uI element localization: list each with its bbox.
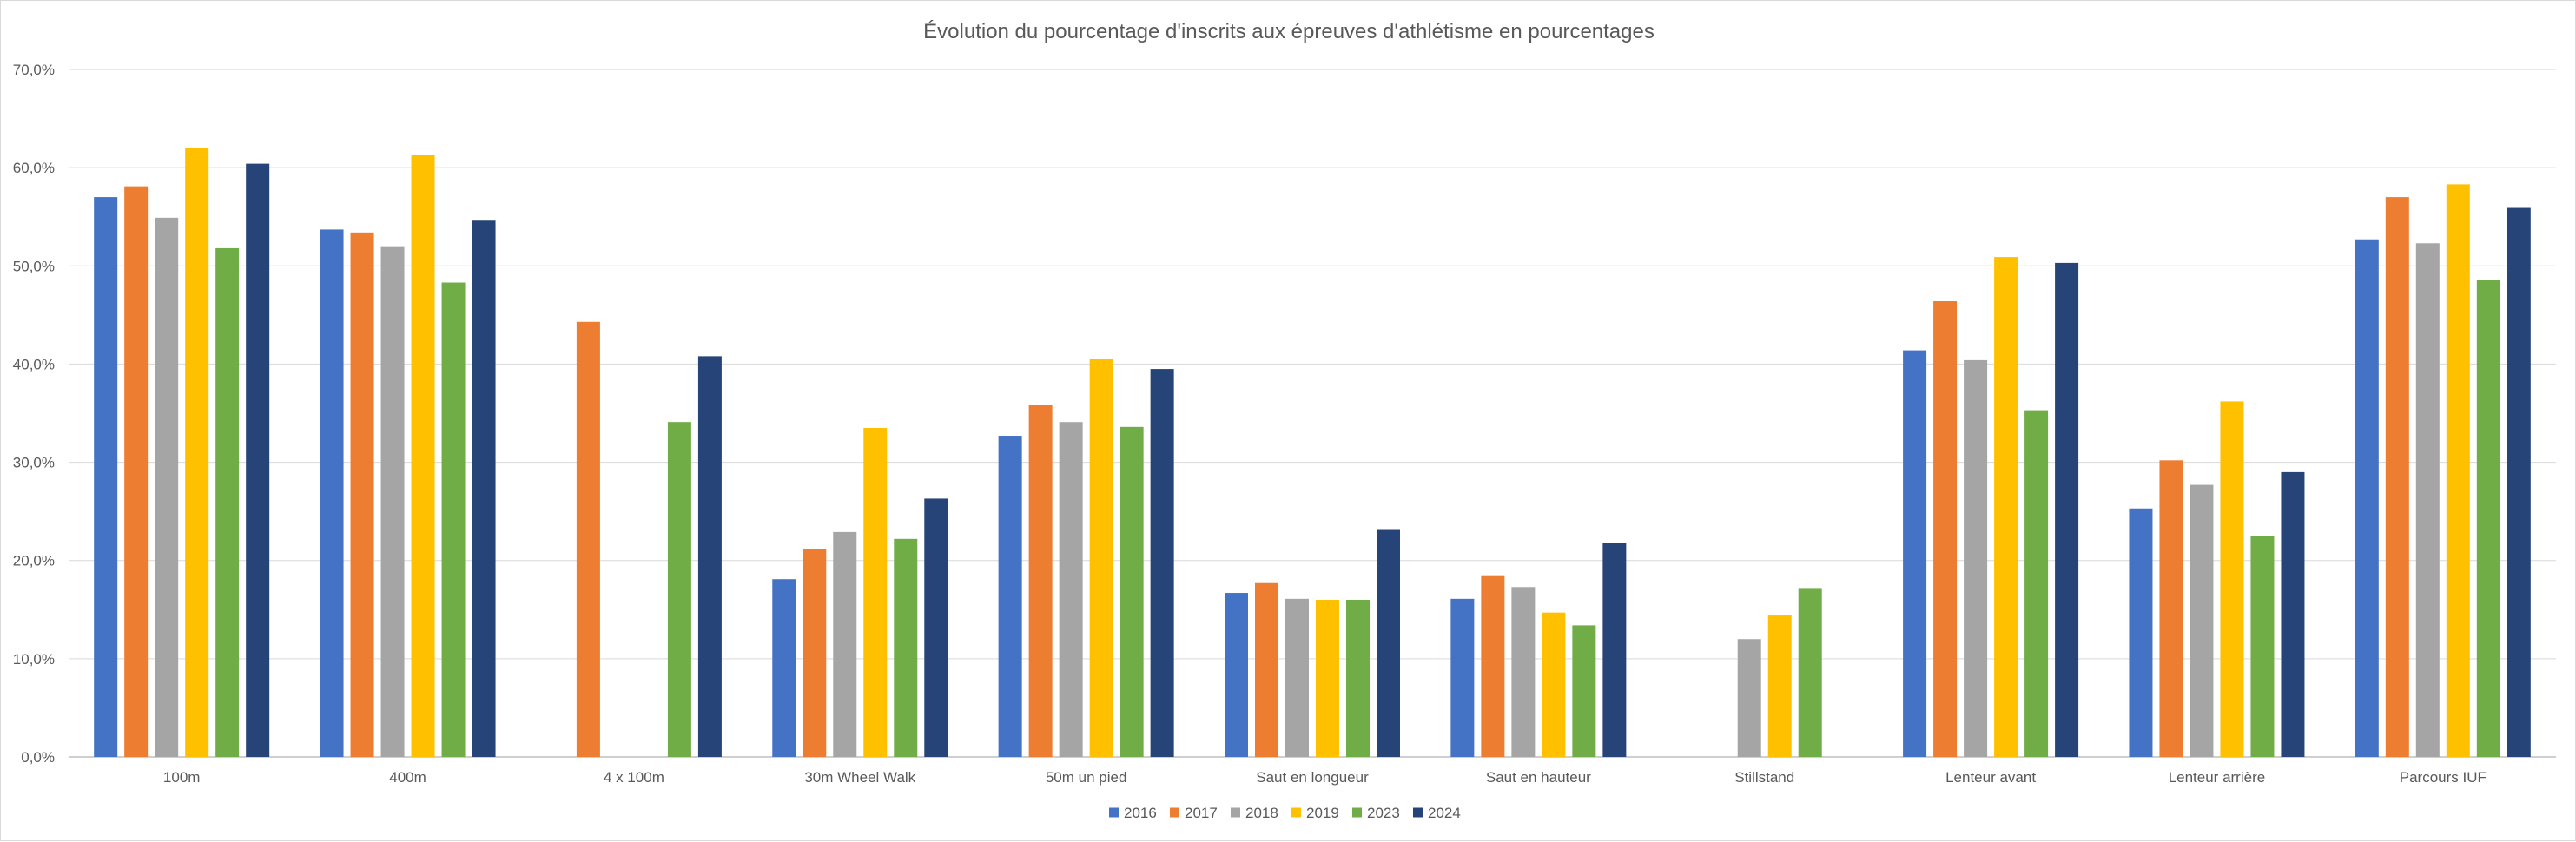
- bar-2024: [924, 498, 948, 757]
- bar-2019: [1542, 612, 1566, 757]
- bar-2019: [411, 155, 435, 758]
- bar-2019: [863, 427, 888, 757]
- x-tick-label: Lenteur arrière: [2169, 769, 2266, 786]
- y-tick-label: 10,0%: [13, 651, 55, 668]
- x-tick-label: 400m: [389, 769, 426, 786]
- bar-2024: [472, 220, 496, 758]
- bar-2024: [697, 356, 722, 757]
- bar-2018: [1285, 598, 1309, 757]
- bar-2023: [667, 422, 691, 757]
- bar-2018: [1737, 639, 1761, 757]
- bar-2019: [185, 148, 209, 757]
- bars: [94, 148, 2531, 758]
- x-tick-label: Saut en hauteur: [1486, 769, 1591, 786]
- legend-label: 2018: [1245, 805, 1278, 821]
- x-tick-label: Lenteur avant: [1945, 769, 2036, 786]
- bar-2016: [2129, 508, 2153, 757]
- bar-2023: [215, 247, 240, 757]
- bar-2018: [155, 217, 179, 758]
- x-tick-label: Saut en longueur: [1256, 769, 1369, 786]
- y-tick-label: 20,0%: [13, 553, 55, 569]
- bar-2023: [1572, 625, 1596, 757]
- x-tick-label: Stillstand: [1734, 769, 1794, 786]
- bar-2019: [2220, 401, 2244, 757]
- y-axis: 0,0% 10,0% 20,0% 30,0% 40,0% 50,0% 60,0% 70,0%: [13, 62, 55, 766]
- legend-swatch: [1170, 807, 1179, 818]
- bar-2016: [1225, 593, 1248, 757]
- bar-2018: [1511, 587, 1536, 757]
- bar-2019: [1994, 257, 2018, 757]
- legend: 2016 2017 2018 2019 2023 2024: [1109, 805, 1461, 821]
- y-tick-label: 70,0%: [13, 62, 55, 78]
- bar-2024: [1602, 543, 1627, 757]
- y-tick-label: 0,0%: [21, 749, 55, 766]
- y-tick-label: 50,0%: [13, 258, 55, 274]
- legend-label: 2019: [1306, 805, 1339, 821]
- bar-2016: [2355, 239, 2379, 757]
- bar-2017: [576, 321, 600, 757]
- y-tick-label: 60,0%: [13, 160, 55, 176]
- bar-2023: [1798, 588, 1822, 757]
- legend-label: 2017: [1185, 805, 1218, 821]
- bar-2016: [94, 197, 118, 758]
- y-tick-label: 40,0%: [13, 356, 55, 372]
- bar-2019: [1316, 599, 1339, 757]
- legend-label: 2023: [1367, 805, 1400, 821]
- bar-2024: [2055, 262, 2079, 757]
- bar-2017: [1933, 301, 1958, 757]
- bar-2017: [2385, 197, 2409, 758]
- bar-2017: [2159, 460, 2183, 757]
- bar-2018: [2415, 243, 2440, 758]
- x-tick-label: 100m: [163, 769, 201, 786]
- bar-2023: [2476, 280, 2500, 757]
- bar-2016: [998, 436, 1022, 757]
- bar-2017: [350, 232, 374, 757]
- bar-2016: [1450, 598, 1475, 757]
- bar-2019: [2446, 184, 2470, 757]
- bar-2018: [833, 531, 857, 757]
- bar-2018: [1059, 422, 1083, 757]
- legend-swatch: [1291, 807, 1301, 818]
- bar-2018: [380, 246, 405, 758]
- legend-swatch: [1413, 807, 1423, 818]
- bar-2023: [1120, 426, 1144, 757]
- bar-2023: [894, 538, 918, 757]
- bar-2018: [2190, 484, 2214, 757]
- legend-swatch: [1352, 807, 1362, 818]
- bar-2016: [1903, 350, 1927, 757]
- bar-2016: [320, 229, 344, 757]
- x-tick-label: 30m Wheel Walk: [804, 769, 915, 786]
- chart-title: Évolution du pourcentage d'inscrits aux …: [923, 20, 1655, 43]
- bar-2016: [772, 579, 796, 757]
- bar-2019: [1767, 615, 1792, 757]
- legend-swatch: [1109, 807, 1119, 818]
- bar-2017: [1255, 582, 1278, 757]
- bar-2023: [2024, 410, 2049, 757]
- legend-swatch: [1231, 807, 1240, 818]
- bar-2018: [1964, 359, 1988, 757]
- bar-2017: [803, 549, 827, 757]
- bar-2024: [1150, 369, 1174, 757]
- legend-label: 2016: [1124, 805, 1157, 821]
- bar-2023: [2250, 536, 2275, 757]
- x-tick-label: 50m un pied: [1046, 769, 1127, 786]
- bar-2017: [124, 186, 149, 757]
- bar-2017: [1028, 405, 1053, 757]
- bar-2024: [2281, 471, 2305, 757]
- x-axis: 100m 400m 4 x 100m 30m Wheel Walk 50m un pie…: [163, 769, 2487, 786]
- x-tick-label: 4 x 100m: [604, 769, 664, 786]
- bar-2024: [2507, 207, 2531, 757]
- legend-label: 2024: [1428, 805, 1461, 821]
- bar-2019: [1089, 359, 1113, 757]
- y-tick-label: 30,0%: [13, 455, 55, 471]
- bar-2023: [441, 282, 466, 757]
- bar-2023: [1346, 599, 1370, 757]
- bar-2024: [1377, 529, 1400, 757]
- x-tick-label: Parcours IUF: [2400, 769, 2487, 786]
- bar-2024: [246, 163, 270, 758]
- bar-2017: [1481, 575, 1505, 757]
